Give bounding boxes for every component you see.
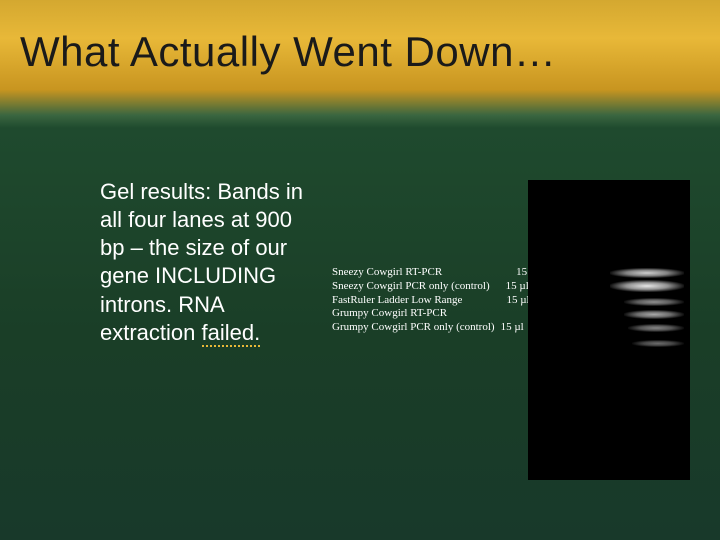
page-title: What Actually Went Down…	[20, 28, 556, 76]
lane-list: Sneezy Cowgirl RT-PCR15 µlSneezy Cowgirl…	[332, 266, 552, 335]
gel-band	[632, 340, 684, 347]
lane-volume: 15 µl	[506, 294, 529, 306]
lane-row: FastRuler Ladder Low Range 15 µl	[332, 294, 552, 308]
gel-band	[624, 310, 684, 319]
content-area: Gel results: Bands in all four lanes at …	[0, 128, 720, 540]
gel-band	[624, 298, 684, 306]
lane-label: Sneezy Cowgirl RT-PCR	[332, 266, 442, 278]
lane-row: Sneezy Cowgirl PCR only (control) 15 µl	[332, 280, 552, 294]
lane-row: Sneezy Cowgirl RT-PCR15 µl	[332, 266, 552, 280]
lane-volume: 15 µl	[501, 321, 524, 333]
gel-band	[628, 324, 684, 332]
lane-row: Grumpy Cowgirl RT-PCR15 µl	[332, 307, 552, 321]
body-text-last: failed.	[202, 320, 261, 347]
lane-row: Grumpy Cowgirl PCR only (control) 15 µl	[332, 321, 552, 335]
lane-label: FastRuler Ladder Low Range	[332, 294, 462, 306]
slide: What Actually Went Down… Gel results: Ba…	[0, 0, 720, 540]
gel-image	[528, 180, 690, 480]
lane-label: Grumpy Cowgirl RT-PCR	[332, 307, 447, 319]
lane-label: Sneezy Cowgirl PCR only (control)	[332, 280, 490, 292]
title-band: What Actually Went Down…	[0, 0, 720, 128]
lane-volume: 15 µl	[506, 280, 529, 292]
gel-band	[610, 280, 684, 292]
lane-label: Grumpy Cowgirl PCR only (control)	[332, 321, 495, 333]
gel-band	[610, 268, 684, 278]
body-text: Gel results: Bands in all four lanes at …	[100, 178, 310, 349]
